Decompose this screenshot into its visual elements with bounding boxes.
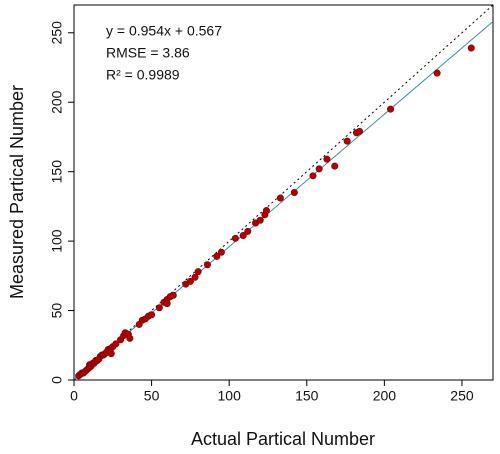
point xyxy=(244,227,252,235)
annotation: RMSE = 3.86 xyxy=(106,45,190,61)
point xyxy=(323,155,331,163)
reference-line xyxy=(74,5,493,380)
point xyxy=(256,216,264,224)
point xyxy=(163,300,171,308)
point xyxy=(343,137,351,145)
point xyxy=(107,350,115,358)
y-tick-label: 50 xyxy=(49,303,65,319)
point xyxy=(148,311,156,319)
point xyxy=(467,44,475,52)
point xyxy=(331,162,339,170)
x-tick-label: 50 xyxy=(144,388,160,404)
point xyxy=(155,304,163,312)
point xyxy=(112,340,120,348)
plot-area xyxy=(74,5,493,380)
point xyxy=(217,248,225,256)
x-tick-label: 200 xyxy=(373,388,397,404)
x-axis-title: Actual Partical Number xyxy=(191,429,375,449)
annotation: R² = 0.9989 xyxy=(106,67,180,83)
point xyxy=(276,194,284,202)
x-tick-label: 100 xyxy=(218,388,242,404)
point xyxy=(231,234,239,242)
y-tick-label: 250 xyxy=(49,21,65,45)
point xyxy=(203,261,211,269)
y-tick-label: 200 xyxy=(49,90,65,114)
point xyxy=(290,189,298,197)
point xyxy=(213,252,221,260)
point xyxy=(186,277,194,285)
point xyxy=(194,268,202,276)
plot-frame xyxy=(73,4,494,381)
point xyxy=(191,273,199,281)
point xyxy=(309,172,317,180)
x-tick-label: 150 xyxy=(295,388,319,404)
y-tick-label: 100 xyxy=(49,229,65,253)
x-tick-label: 0 xyxy=(70,388,78,404)
point xyxy=(262,207,270,215)
point xyxy=(356,127,364,135)
point xyxy=(169,291,177,299)
y-tick-label: 150 xyxy=(49,160,65,184)
point xyxy=(239,232,247,240)
point xyxy=(433,69,441,77)
point xyxy=(126,334,134,342)
annotation: y = 0.954x + 0.567 xyxy=(106,23,222,39)
x-tick-label: 250 xyxy=(450,388,474,404)
y-axis-title: Measured Partical Number xyxy=(7,85,27,299)
y-tick-label: 0 xyxy=(49,376,65,384)
point xyxy=(387,105,395,113)
point xyxy=(315,165,323,173)
